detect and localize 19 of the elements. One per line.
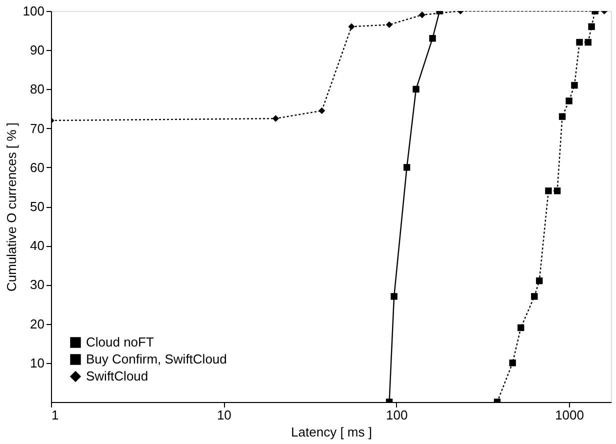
legend-label: Cloud noFT bbox=[86, 334, 154, 350]
x-axis-title: Latency [ ms ] bbox=[291, 424, 372, 440]
y-tick-label: 40 bbox=[30, 238, 44, 254]
y-tick-label: 90 bbox=[30, 42, 44, 58]
y-tick-label: 60 bbox=[30, 160, 44, 175]
y-tick-label: 10 bbox=[30, 355, 44, 370]
y-tick-label: 70 bbox=[30, 120, 44, 136]
x-tick-label: 100 bbox=[386, 408, 408, 422]
legend-label: Buy Confirm, SwiftCloud bbox=[86, 352, 227, 366]
legend-label: SwiftCloud bbox=[86, 368, 148, 384]
y-tick-label: 100 bbox=[22, 4, 44, 18]
y-tick-label: 80 bbox=[30, 82, 44, 97]
y-tick-label: 30 bbox=[30, 277, 44, 292]
y-tick-label: 50 bbox=[30, 199, 44, 214]
x-tick-label: 1000 bbox=[555, 408, 584, 422]
x-tick-label: 1 bbox=[52, 408, 59, 422]
x-tick-label: 10 bbox=[216, 408, 232, 422]
y-tick-label: 20 bbox=[30, 316, 44, 332]
y-axis-title: Cumulative O currences [ % ] bbox=[4, 122, 19, 292]
